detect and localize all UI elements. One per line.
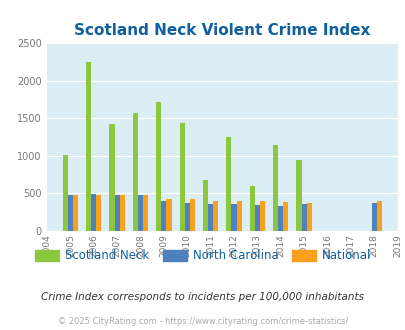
Bar xyxy=(236,201,241,231)
Bar xyxy=(156,102,161,231)
Bar xyxy=(91,194,96,231)
Bar xyxy=(249,186,254,231)
Bar xyxy=(68,195,73,231)
Bar xyxy=(73,195,78,231)
Bar xyxy=(376,201,381,231)
Bar xyxy=(371,203,376,231)
Bar xyxy=(62,155,68,231)
Bar xyxy=(109,124,114,231)
Bar xyxy=(231,204,236,231)
Title: Scotland Neck Violent Crime Index: Scotland Neck Violent Crime Index xyxy=(74,22,369,38)
Bar xyxy=(119,195,124,231)
Bar xyxy=(161,201,166,231)
Bar xyxy=(272,145,277,231)
Bar xyxy=(254,205,259,231)
Bar xyxy=(296,160,301,231)
Legend: Scotland Neck, North Carolina, National: Scotland Neck, North Carolina, National xyxy=(30,245,375,267)
Text: Crime Index corresponds to incidents per 100,000 inhabitants: Crime Index corresponds to incidents per… xyxy=(41,292,364,302)
Bar xyxy=(306,203,311,231)
Bar xyxy=(213,201,218,231)
Bar xyxy=(283,202,288,231)
Bar xyxy=(132,113,138,231)
Text: © 2025 CityRating.com - https://www.cityrating.com/crime-statistics/: © 2025 CityRating.com - https://www.city… xyxy=(58,317,347,326)
Bar xyxy=(114,195,119,231)
Bar xyxy=(96,195,101,231)
Bar xyxy=(179,123,184,231)
Bar xyxy=(277,206,283,231)
Bar xyxy=(86,62,91,231)
Bar xyxy=(259,201,264,231)
Bar xyxy=(138,195,143,231)
Bar xyxy=(202,180,207,231)
Bar xyxy=(226,137,231,231)
Bar xyxy=(166,199,171,231)
Bar xyxy=(189,199,194,231)
Bar xyxy=(184,203,189,231)
Bar xyxy=(301,204,306,231)
Bar xyxy=(143,195,148,231)
Bar xyxy=(207,204,213,231)
